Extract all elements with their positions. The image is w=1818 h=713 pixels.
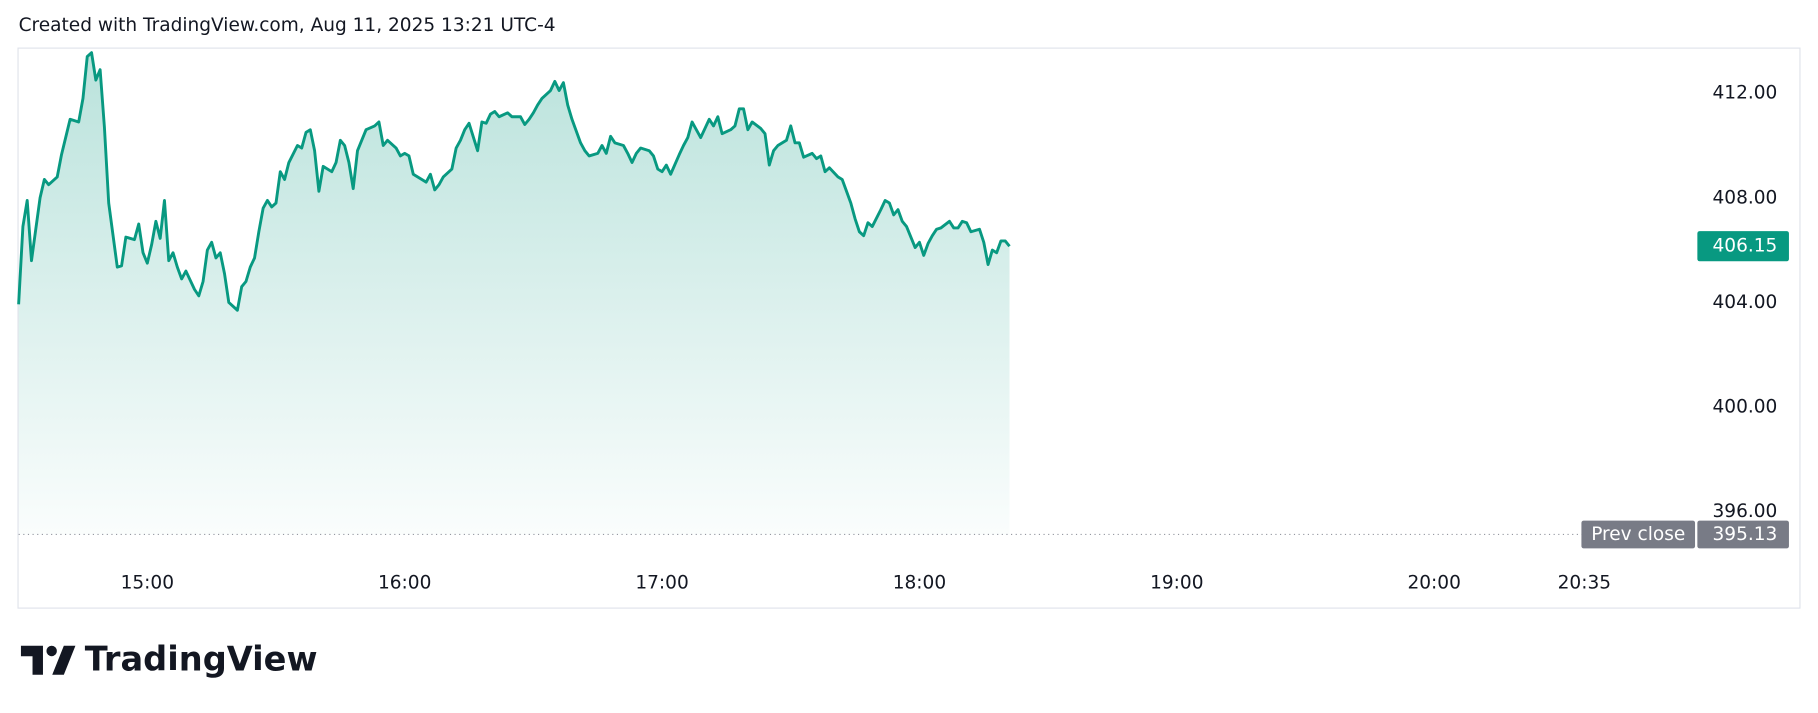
chart-frame: [17, 47, 1801, 609]
y-tick-label: 396.00: [1713, 501, 1778, 522]
price-line: [17, 51, 1011, 312]
x-tick-label: 19:00: [1150, 573, 1203, 594]
header-caption: Created with TradingView.com, Aug 11, 20…: [19, 15, 556, 36]
brand-name: TradingView: [85, 639, 318, 678]
logo-icon: [20, 645, 43, 675]
x-tick-label: 18:00: [893, 573, 946, 594]
plot-area: 412.00 408.00 404.00 400.00 396.00 15:00 16:00…: [17, 51, 1789, 594]
y-tick-label: 400.00: [1713, 397, 1778, 418]
y-tick-label: 404.00: [1713, 292, 1778, 313]
price-area: [18, 52, 1010, 535]
prev-close-badge: [1581, 520, 1696, 549]
x-tick-label: 20:35: [1558, 573, 1611, 594]
prev-close-label: Prev close: [1591, 524, 1685, 545]
x-tick-label: 17:00: [635, 573, 688, 594]
x-tick-label: 15:00: [121, 573, 174, 594]
y-tick-label: 408.00: [1713, 187, 1778, 208]
last-price-badge: [1697, 231, 1789, 262]
prev-close-value-badge: [1697, 520, 1789, 549]
x-tick-label: 16:00: [378, 573, 431, 594]
last-price-label: 406.15: [1713, 236, 1778, 257]
logo-icon: [46, 645, 57, 657]
logo-icon: [52, 645, 76, 675]
y-tick-label: 412.00: [1713, 83, 1778, 104]
x-tick-label: 20:00: [1407, 573, 1460, 594]
brand-logo: TradingView: [20, 639, 318, 678]
prev-close-value: 395.13: [1713, 524, 1778, 545]
